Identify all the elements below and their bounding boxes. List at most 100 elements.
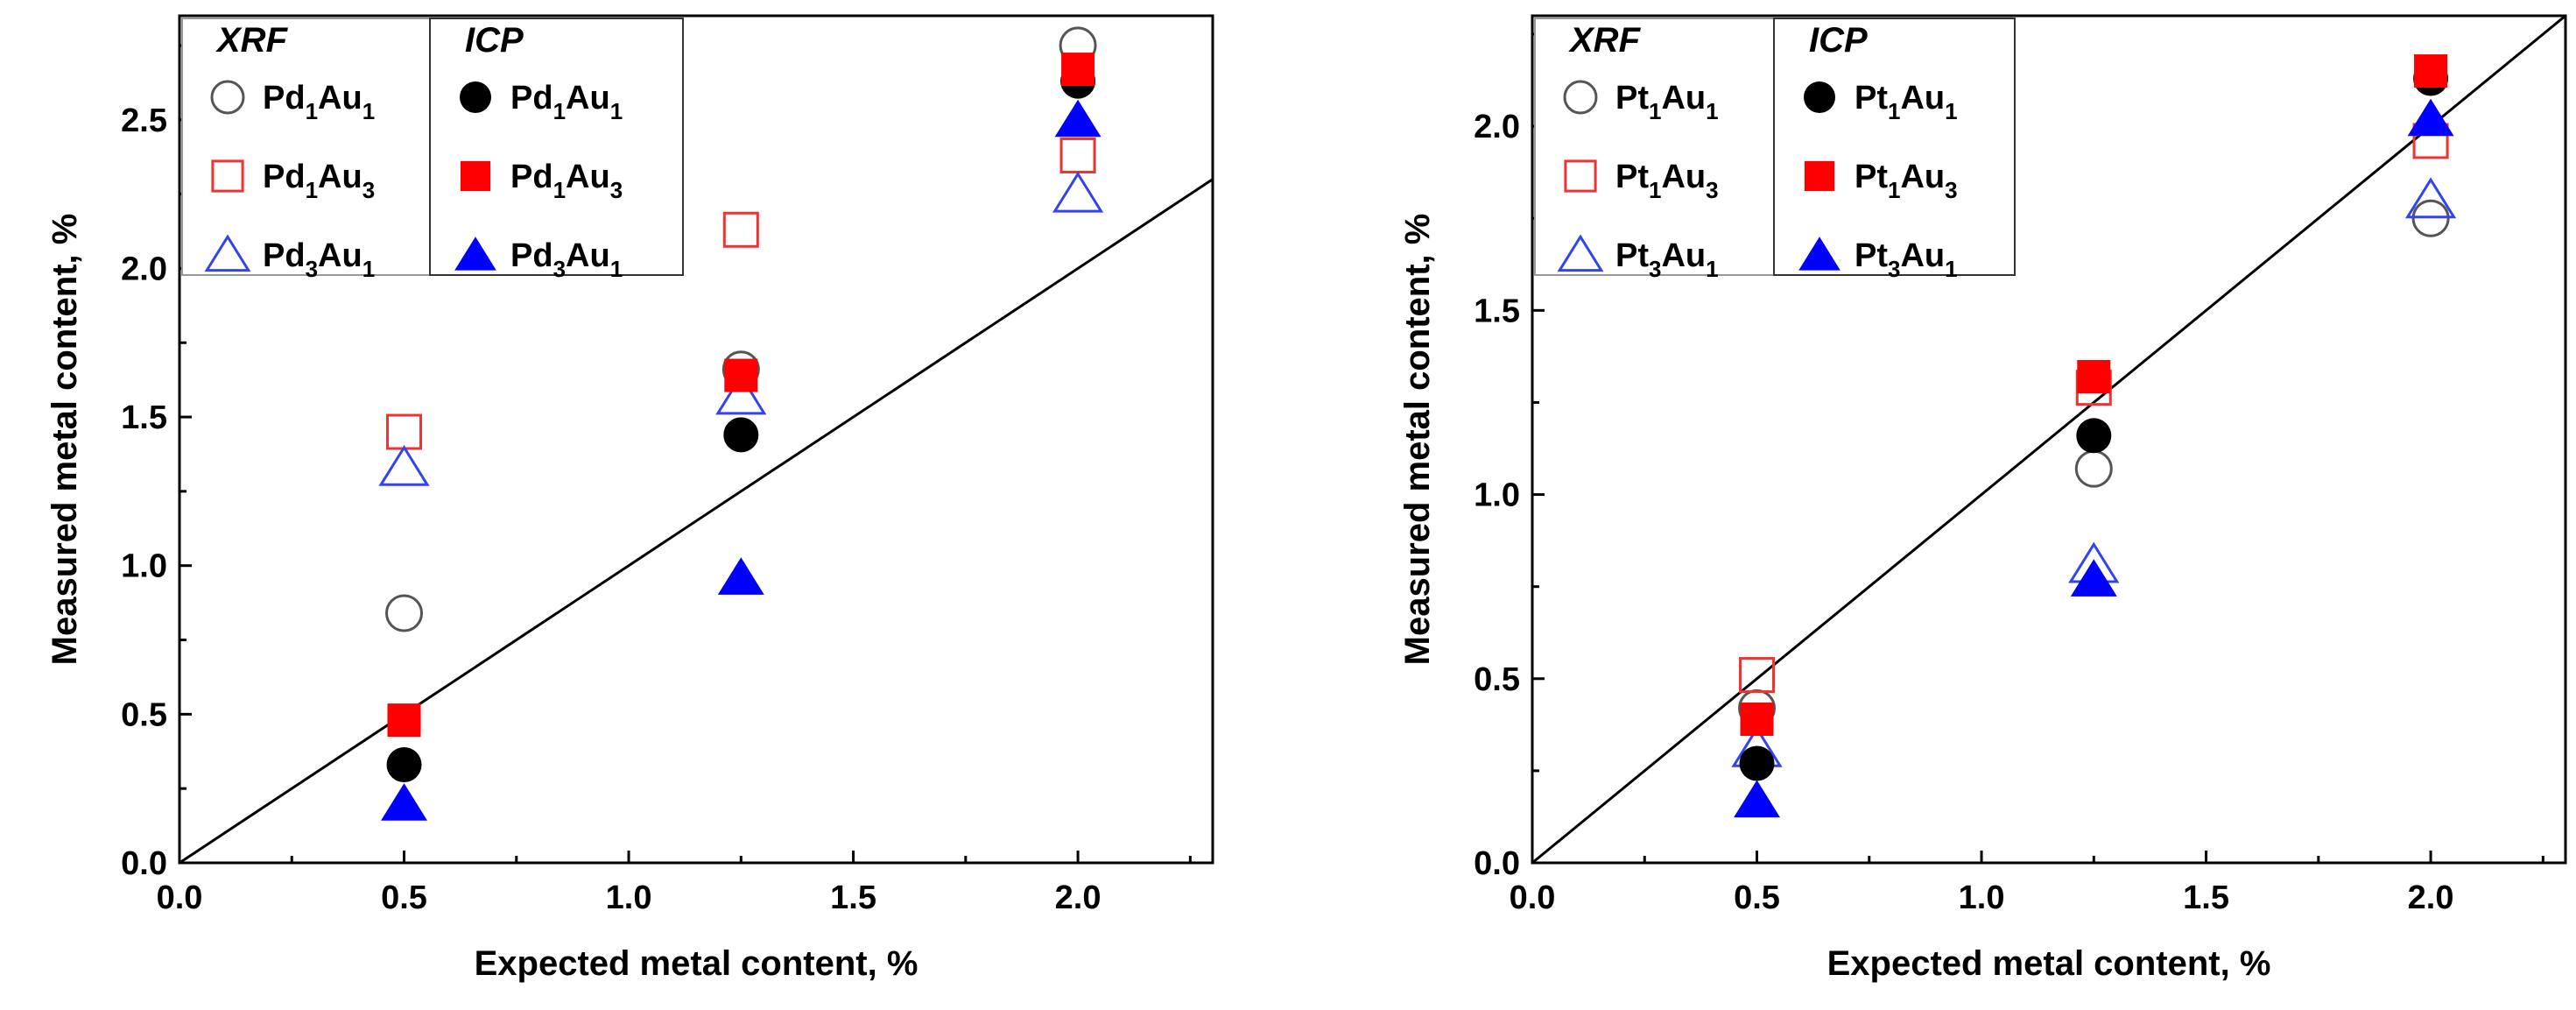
legend-series-label: Pt3Au1 bbox=[1615, 237, 1719, 282]
legend-marker bbox=[204, 234, 251, 272]
legend-series-label-a: Pd bbox=[263, 159, 306, 195]
legend-marker bbox=[1557, 234, 1604, 272]
data-point-xrf-pd1au3 bbox=[1059, 137, 1096, 173]
y-tick-label: 2.0 bbox=[1474, 109, 1520, 145]
data-point-icp-pd3au1 bbox=[1054, 99, 1101, 138]
data-point-icp-pt3au1 bbox=[2070, 559, 2117, 597]
data-point-xrf-pd3au1 bbox=[715, 373, 767, 415]
y-tick-label: 1.5 bbox=[1474, 293, 1520, 329]
data-point-icp-pt1au3 bbox=[2077, 360, 2111, 394]
legend-marker bbox=[1563, 80, 1598, 115]
legend-series-label-a: Pd bbox=[263, 80, 306, 117]
legend-series-label-a-sub: 1 bbox=[1888, 177, 1900, 203]
legend-series-label-b-sub: 3 bbox=[610, 177, 623, 203]
data-point-xrf-pd1au1 bbox=[385, 594, 424, 632]
legend-series-label-b-sub: 3 bbox=[362, 177, 375, 203]
legend-series-label-a: Pt bbox=[1855, 159, 1888, 195]
legend-series-label-a: Pd bbox=[510, 80, 553, 117]
data-point-icp-pt3au1 bbox=[1734, 780, 1780, 818]
legend-group-title: ICP bbox=[1809, 21, 1868, 60]
legend-series-label-a-sub: 1 bbox=[306, 98, 318, 124]
legend-series-label-b-sub: 1 bbox=[1706, 256, 1718, 282]
legend-marker bbox=[460, 160, 491, 192]
legend-series-label-b: Au bbox=[318, 159, 362, 195]
data-point-xrf-pd3au1 bbox=[378, 444, 430, 486]
legend-series-label: Pd3Au1 bbox=[263, 237, 375, 282]
y-tick-label: 0.5 bbox=[121, 696, 167, 733]
legend-series-label-b-sub: 1 bbox=[362, 98, 375, 124]
legend-series-label-a-sub: 1 bbox=[553, 98, 566, 124]
data-point-xrf-pd1au3 bbox=[386, 413, 423, 450]
legend-series-label-a: Pt bbox=[1855, 237, 1888, 274]
reference-line-y-equals-x bbox=[179, 178, 1214, 865]
legend-series-label: Pt1Au3 bbox=[1855, 159, 1958, 203]
legend-series-label: Pd1Au3 bbox=[263, 159, 375, 203]
legend-series-label-a-sub: 3 bbox=[306, 256, 318, 282]
data-point-icp-pd3au1 bbox=[717, 557, 764, 595]
series-icp-pd3au1 bbox=[381, 99, 1101, 821]
legend-group-title: ICP bbox=[465, 21, 524, 60]
legend-series-label-a: Pd bbox=[263, 237, 306, 274]
legend-series-label-b: Au bbox=[318, 80, 362, 117]
legend-series-label-a: Pt bbox=[1615, 159, 1649, 195]
legend-series-label-a-sub: 3 bbox=[553, 256, 566, 282]
legend-marker bbox=[1798, 237, 1841, 271]
data-point-icp-pd1au3 bbox=[1061, 53, 1095, 87]
legend-series-label-a-sub: 1 bbox=[1888, 98, 1900, 124]
data-point-icp-pt1au3 bbox=[2414, 54, 2448, 88]
legend-series-label-b: Au bbox=[1661, 237, 1706, 274]
x-tick-label: 0.0 bbox=[157, 879, 203, 916]
y-tick-label: 1.0 bbox=[121, 548, 167, 585]
legend-series-label-a: Pt bbox=[1855, 80, 1888, 117]
x-axis-title: Expected metal content, % bbox=[1827, 944, 2271, 983]
x-tick-label: 0.5 bbox=[1734, 879, 1780, 916]
y-tick-label: 1.5 bbox=[121, 399, 167, 436]
legend-marker bbox=[1804, 81, 1835, 113]
legend-marker bbox=[210, 80, 245, 115]
x-tick-label: 1.5 bbox=[2183, 879, 2229, 916]
legend-series-label-b: Au bbox=[1900, 159, 1945, 195]
data-point-xrf-pt1au1 bbox=[2074, 449, 2113, 488]
data-point-icp-pd1au3 bbox=[387, 703, 421, 738]
x-tick-label: 1.0 bbox=[1959, 879, 2005, 916]
data-point-xrf-pt1au3 bbox=[1739, 657, 1776, 694]
x-tick-label: 0.0 bbox=[1510, 879, 1556, 916]
chart-right-ptau: 0.0 0.5 1.0 1.5 2.0 0.0 0.5 1.0 1.5 2.0 Expected m… bbox=[1398, 14, 2567, 983]
legend: XRFPd1Au1Pd1Au3Pd3Au1ICPPd1Au1Pd1Au3Pd3A… bbox=[181, 18, 684, 282]
legend-series-label: Pt1Au1 bbox=[1855, 80, 1958, 124]
y-tick-label: 2.5 bbox=[121, 102, 167, 139]
data-point-icp-pd1au1 bbox=[723, 417, 759, 453]
legend-series-label-a: Pd bbox=[510, 159, 553, 195]
legend-series-label-b: Au bbox=[1900, 237, 1945, 274]
legend-box-icp bbox=[429, 18, 684, 276]
legend-series-label-b-sub: 1 bbox=[610, 256, 623, 282]
legend-series-label: Pd3Au1 bbox=[510, 237, 623, 282]
data-point-icp-pd3au1 bbox=[381, 783, 427, 821]
x-axis-title: Expected metal content, % bbox=[475, 944, 918, 983]
legend-marker bbox=[460, 81, 491, 113]
legend-series-label-b: Au bbox=[566, 159, 610, 195]
data-point-icp-pd1au1 bbox=[386, 747, 422, 783]
data-point-xrf-pt3au1 bbox=[2404, 177, 2457, 219]
legend-series-label-b-sub: 1 bbox=[1945, 98, 1957, 124]
legend-series-label-b: Au bbox=[566, 80, 610, 117]
legend-series-label-b: Au bbox=[1900, 80, 1945, 117]
y-tick-label: 2.0 bbox=[121, 251, 167, 287]
y-tick-label: 0.0 bbox=[1474, 845, 1520, 882]
data-point-icp-pt1au1 bbox=[2076, 418, 2112, 454]
x-tick-label: 1.0 bbox=[606, 879, 652, 916]
legend-series-label-b-sub: 3 bbox=[1945, 177, 1957, 203]
legend-series-label-b: Au bbox=[318, 237, 362, 274]
legend-series-label: Pd1Au1 bbox=[263, 80, 375, 124]
data-point-icp-pt3au1 bbox=[2407, 98, 2454, 137]
legend-series-label: Pt1Au1 bbox=[1615, 80, 1719, 124]
legend-box-xrf bbox=[181, 18, 431, 276]
legend-series-label: Pd1Au1 bbox=[510, 80, 623, 124]
reference-line-y-equals-x bbox=[1531, 14, 2566, 865]
y-axis-title: Measured metal content, % bbox=[46, 214, 84, 666]
legend-series-label-b-sub: 1 bbox=[610, 98, 623, 124]
series-icp-pt1au3 bbox=[1740, 54, 2448, 737]
series-xrf-pt1au1 bbox=[1738, 199, 2450, 727]
legend-series-label-b: Au bbox=[566, 237, 610, 274]
